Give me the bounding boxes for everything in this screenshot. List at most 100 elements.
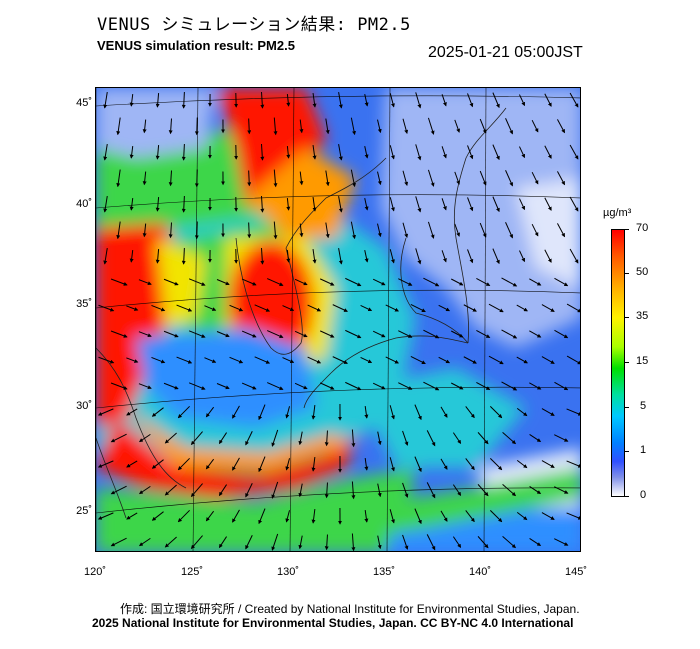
wind-vector — [110, 485, 127, 495]
wind-vector — [204, 305, 217, 311]
wind-vector — [97, 408, 114, 416]
wind-vector — [414, 508, 422, 525]
wind-vector — [176, 304, 193, 312]
wind-vector — [254, 304, 271, 312]
wind-vector — [501, 381, 518, 391]
wind-vector — [529, 278, 542, 286]
wind-vector — [529, 433, 542, 443]
wind-vector — [299, 171, 304, 186]
wind-vector — [440, 406, 448, 418]
wind-vector — [273, 221, 278, 240]
wind-vector — [271, 533, 279, 551]
wind-vector — [557, 119, 565, 134]
wind-vector — [229, 304, 244, 312]
wind-vector — [516, 511, 528, 521]
wind-vector — [299, 223, 304, 238]
wind-vector — [492, 144, 500, 161]
wind-vector — [325, 118, 330, 135]
wind-vector — [205, 406, 215, 418]
lon-label-130: 130˚ — [276, 566, 300, 578]
wind-vector — [285, 458, 291, 471]
wind-vector — [273, 117, 278, 136]
wind-vector — [467, 249, 474, 264]
clean-ocean-southwest — [136, 328, 316, 428]
wind-vector — [205, 458, 215, 470]
wind-vector — [389, 249, 395, 264]
wind-vector — [410, 355, 426, 365]
lat-label-30: 30˚ — [76, 400, 92, 412]
wind-vector — [232, 457, 240, 471]
wind-vector — [438, 304, 451, 312]
colorbar-tick-15: 15 — [636, 355, 649, 367]
wind-vector — [364, 250, 369, 263]
wind-vector — [241, 330, 257, 338]
orange-plume-north — [246, 148, 356, 238]
title-jp: VENUS シミュレーション結果: PM2.5 — [97, 15, 411, 35]
wind-vector — [477, 432, 489, 445]
wind-vector — [402, 430, 409, 446]
wind-vector — [402, 482, 409, 498]
colorbar-unit: µg/m³ — [603, 207, 632, 219]
wind-vector — [554, 434, 569, 442]
wind-vector — [426, 534, 436, 551]
wind-vector — [194, 169, 199, 188]
wind-vector — [529, 485, 542, 495]
wind-vector — [350, 117, 356, 136]
wind-vector — [181, 143, 186, 161]
wind-vector — [377, 431, 382, 446]
wind-vector — [311, 456, 316, 472]
colorbar-tick-mark-1 — [625, 451, 629, 452]
wind-vector — [477, 484, 489, 497]
wind-vector — [260, 91, 265, 109]
wind-vector — [414, 456, 422, 473]
wind-vector — [294, 278, 308, 286]
wind-vector — [271, 481, 279, 499]
wind-vector — [110, 433, 127, 443]
wind-vector — [205, 510, 215, 522]
wind-vector — [488, 303, 504, 313]
wind-vector — [544, 197, 552, 211]
wind-vector — [245, 535, 253, 550]
wind-vector — [467, 145, 474, 160]
lon-label-120: 120˚ — [83, 566, 107, 578]
wind-vector — [501, 329, 518, 339]
pm25-map[interactable] — [95, 87, 581, 552]
wind-vector — [488, 355, 504, 365]
lat-label-25: 25˚ — [76, 505, 92, 517]
wind-vector — [258, 508, 266, 525]
wind-vector — [110, 330, 128, 338]
wind-vector — [566, 460, 580, 468]
wind-vector — [398, 330, 413, 338]
wind-vector — [126, 512, 138, 520]
wind-vector — [138, 383, 152, 390]
lon-label-145: 145˚ — [564, 566, 588, 578]
wind-vector — [324, 482, 329, 499]
title-en: VENUS simulation result: PM2.5 — [97, 38, 295, 53]
wind-vector — [477, 536, 489, 549]
wind-vector — [286, 145, 291, 159]
wind-vector — [410, 303, 426, 313]
wind-vector — [97, 460, 114, 468]
wind-vector — [168, 170, 173, 187]
wind-vector — [351, 481, 356, 500]
wind-vector — [260, 143, 265, 161]
wind-vector — [164, 484, 177, 496]
wind-vector — [463, 356, 477, 364]
wind-vector — [423, 381, 440, 391]
wind-vector — [126, 408, 138, 416]
colorbar-tick-mark-5 — [625, 407, 629, 408]
wind-vector — [531, 119, 539, 133]
wind-vector — [389, 509, 395, 524]
wind-vector — [312, 92, 317, 108]
wind-vector — [557, 223, 565, 238]
wind-vector — [492, 92, 500, 109]
wind-vector — [126, 460, 138, 468]
wind-vector — [398, 382, 413, 390]
wind-vector — [377, 535, 382, 550]
wind-vector — [389, 405, 395, 420]
wind-vector — [298, 483, 303, 498]
wind-vector — [190, 483, 203, 498]
wind-vector — [541, 356, 555, 364]
wind-vector — [505, 222, 513, 239]
wind-vector — [163, 330, 179, 338]
